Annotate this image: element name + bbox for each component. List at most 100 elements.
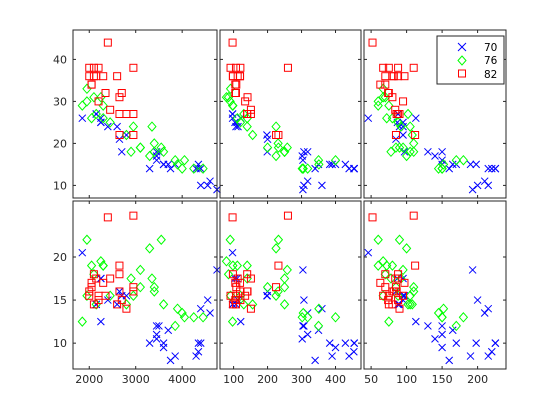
- point-70-x-cross: [311, 356, 319, 365]
- point-76-diamond: [314, 303, 324, 314]
- point-82-square: [228, 213, 237, 222]
- point-82-square: [129, 211, 138, 220]
- point-82-square: [231, 278, 240, 287]
- point-76-diamond: [330, 154, 341, 166]
- point-70-x-cross: [468, 266, 477, 274]
- point-70-x-cross: [166, 356, 175, 365]
- x-tick-label: 3000: [122, 373, 150, 386]
- x-tick-label: 150: [432, 373, 453, 386]
- point-70-x-cross: [299, 266, 307, 274]
- panel-r2-c3: 50 100 150 200: [363, 200, 507, 386]
- y-tick-label: 20: [53, 137, 67, 150]
- point-82-square: [85, 291, 94, 300]
- point-82-square: [391, 283, 400, 292]
- point-76-diamond: [313, 154, 324, 166]
- panel-r1-c3: [363, 29, 507, 199]
- point-82-square: [400, 72, 409, 81]
- point-76-diamond: [86, 260, 97, 271]
- x-tick-label: 100: [396, 373, 417, 386]
- panel-frame: [219, 200, 362, 370]
- point-82-square: [381, 270, 390, 279]
- point-82-square: [394, 63, 403, 72]
- point-76-diamond: [221, 256, 232, 267]
- point-70-x-cross: [445, 356, 454, 365]
- point-82-square: [395, 304, 404, 313]
- point-76-diamond: [172, 303, 183, 314]
- point-82-square: [236, 278, 245, 287]
- point-76-diamond: [121, 299, 132, 310]
- point-70-x-cross: [448, 326, 457, 335]
- point-76-diamond: [247, 129, 258, 141]
- point-82-square: [376, 278, 385, 287]
- x-tick-label: 2000: [75, 373, 103, 386]
- legend-box: [436, 35, 505, 85]
- point-76-diamond: [279, 299, 290, 310]
- point-76-diamond: [227, 100, 238, 111]
- point-76-diamond: [279, 146, 290, 158]
- y-tick-label: 15: [53, 294, 67, 307]
- point-70-x-cross: [97, 274, 105, 283]
- point-76-diamond: [89, 268, 99, 280]
- point-82-square: [89, 270, 98, 279]
- point-82-square: [99, 72, 108, 81]
- point-70-x-cross: [103, 296, 112, 304]
- point-76-diamond: [271, 290, 281, 302]
- point-76-diamond: [158, 299, 169, 310]
- point-76-diamond: [403, 299, 413, 310]
- point-76-diamond: [297, 163, 307, 174]
- point-82-square: [99, 278, 108, 287]
- point-76-diamond: [273, 142, 284, 153]
- point-76-diamond: [298, 163, 308, 174]
- point-70-x-cross: [399, 131, 407, 139]
- point-76-diamond: [437, 312, 447, 323]
- point-70-x-cross: [487, 164, 496, 173]
- point-70-x-cross: [325, 339, 334, 348]
- point-82-square: [115, 110, 124, 118]
- point-76-diamond: [82, 96, 92, 107]
- point-76-diamond: [273, 234, 284, 246]
- point-76-diamond: [198, 163, 208, 174]
- point-76-diamond: [330, 312, 341, 323]
- point-82-square: [411, 261, 420, 270]
- point-76-diamond: [373, 100, 383, 111]
- point-70-x-cross: [311, 164, 319, 173]
- point-76-diamond: [172, 159, 183, 170]
- point-70-x-cross: [145, 164, 154, 173]
- point-76-diamond: [405, 121, 415, 132]
- legend-marker-square: [458, 69, 466, 78]
- point-76-diamond: [262, 142, 273, 153]
- point-82-square: [87, 278, 96, 287]
- point-70-x-cross: [117, 291, 126, 300]
- point-82-square: [89, 63, 98, 72]
- point-76-diamond: [98, 100, 108, 111]
- point-76-diamond: [279, 281, 290, 293]
- point-70-x-cross: [364, 248, 373, 257]
- point-70-x-cross: [115, 135, 124, 144]
- panel-frame: [363, 29, 507, 199]
- point-70-x-cross: [399, 291, 407, 300]
- point-70-x-cross: [152, 334, 161, 343]
- point-82-square: [274, 261, 283, 270]
- point-76-diamond: [271, 150, 281, 162]
- point-76-diamond: [128, 290, 139, 302]
- point-76-diamond: [96, 91, 106, 103]
- point-70-x-cross: [194, 339, 203, 348]
- point-76-diamond: [407, 299, 417, 310]
- point-70-x-cross: [196, 164, 205, 173]
- point-76-diamond: [451, 320, 461, 332]
- point-76-diamond: [242, 260, 252, 271]
- point-82-square: [384, 63, 393, 72]
- point-70-x-cross: [318, 304, 326, 313]
- point-70-x-cross: [152, 152, 161, 160]
- point-76-diamond: [227, 316, 238, 327]
- point-76-diamond: [279, 273, 290, 284]
- point-82-square: [226, 291, 235, 300]
- point-76-diamond: [91, 299, 101, 310]
- point-82-square: [381, 80, 390, 89]
- point-70-x-cross: [203, 181, 212, 190]
- x-tick-label: 50: [364, 373, 378, 386]
- point-70-x-cross: [103, 122, 112, 131]
- point-76-diamond: [409, 138, 419, 149]
- x-tick-label: 100: [223, 373, 244, 386]
